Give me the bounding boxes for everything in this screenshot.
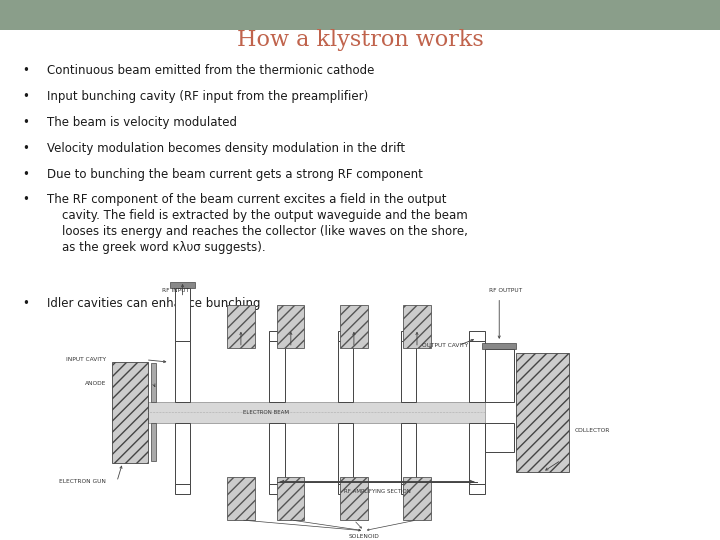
Bar	[338, 423, 354, 484]
Bar	[175, 341, 190, 402]
Bar	[228, 305, 255, 348]
Text: •: •	[22, 116, 29, 129]
Bar	[482, 343, 516, 349]
Bar	[269, 423, 285, 484]
Text: RF AMPLIFYING SECTION: RF AMPLIFYING SECTION	[343, 489, 410, 494]
Text: The RF component of the beam current excites a field in the output
    cavity. T: The RF component of the beam current exc…	[47, 193, 468, 254]
Text: INPUT CAVITY: INPUT CAVITY	[66, 357, 107, 362]
Bar	[400, 484, 416, 494]
Text: Input bunching cavity (RF input from the preamplifier): Input bunching cavity (RF input from the…	[47, 90, 368, 103]
Bar	[469, 341, 485, 402]
Text: •: •	[22, 142, 29, 155]
Bar	[338, 484, 354, 494]
Text: ELECTRON GUN: ELECTRON GUN	[60, 479, 107, 484]
Bar	[400, 423, 416, 484]
Text: ANODE: ANODE	[85, 381, 107, 386]
Bar	[338, 331, 354, 341]
Text: RF INPUT: RF INPUT	[161, 288, 189, 293]
Bar	[171, 282, 194, 288]
Text: Velocity modulation becomes density modulation in the drift: Velocity modulation becomes density modu…	[47, 142, 405, 155]
Text: •: •	[22, 193, 29, 206]
Bar	[228, 477, 255, 520]
Text: Continuous beam emitted from the thermionic cathode: Continuous beam emitted from the thermio…	[47, 64, 374, 77]
Text: •: •	[22, 64, 29, 77]
Bar	[485, 349, 513, 402]
Text: Due to bunching the beam current gets a strong RF component: Due to bunching the beam current gets a …	[47, 167, 423, 181]
Bar	[269, 331, 285, 341]
Bar	[112, 362, 148, 463]
Bar	[277, 305, 305, 348]
Text: The beam is velocity modulated: The beam is velocity modulated	[47, 116, 237, 129]
Bar	[269, 484, 285, 494]
Bar	[341, 305, 368, 348]
Bar	[516, 353, 569, 472]
Bar	[469, 484, 485, 494]
Bar	[175, 331, 190, 341]
Bar	[148, 402, 485, 423]
Bar	[400, 331, 416, 341]
Bar	[151, 423, 156, 461]
Text: COLLECTOR: COLLECTOR	[574, 428, 610, 433]
Bar	[469, 423, 485, 484]
Bar	[400, 341, 416, 402]
Text: OUTPUT CAVITY: OUTPUT CAVITY	[422, 343, 468, 348]
Bar	[175, 288, 190, 341]
Bar	[175, 484, 190, 494]
Bar	[277, 477, 305, 520]
Text: •: •	[22, 90, 29, 103]
Text: How a klystron works: How a klystron works	[237, 29, 483, 51]
Bar	[0, 0, 720, 30]
Text: •: •	[22, 167, 29, 181]
Text: RF OUTPUT: RF OUTPUT	[489, 288, 522, 293]
Text: ELECTRON BEAM: ELECTRON BEAM	[243, 410, 289, 415]
Bar	[151, 363, 156, 402]
Bar	[269, 341, 285, 402]
Bar	[338, 341, 354, 402]
Bar	[403, 477, 431, 520]
Bar	[341, 477, 368, 520]
Text: •: •	[22, 296, 29, 309]
Bar	[485, 423, 513, 452]
Bar	[403, 305, 431, 348]
Bar	[175, 423, 190, 484]
Text: SOLENOID: SOLENOID	[348, 534, 379, 539]
Bar	[469, 331, 485, 341]
Text: Idler cavities can enhance bunching: Idler cavities can enhance bunching	[47, 296, 261, 309]
